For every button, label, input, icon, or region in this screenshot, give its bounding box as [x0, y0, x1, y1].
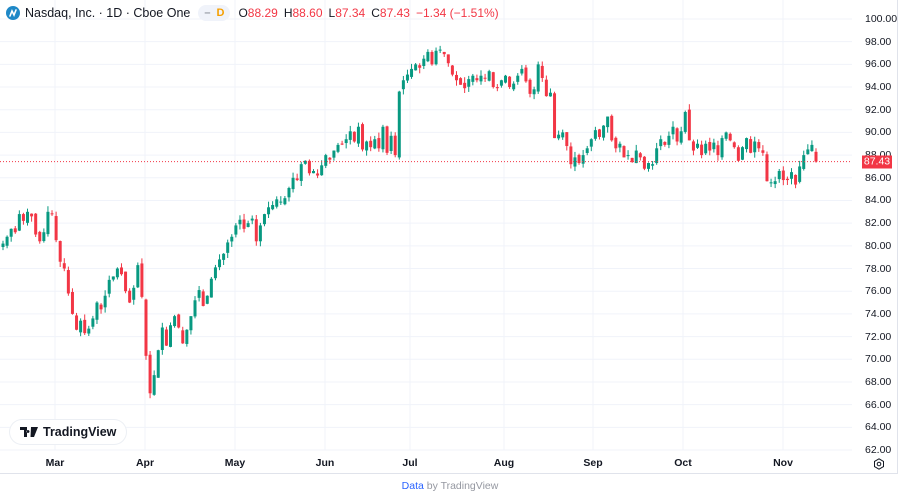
price-axis[interactable]: 100.0098.0096.0094.0092.0090.0088.0086.0…	[852, 0, 898, 474]
time-tick: Jul	[402, 457, 418, 469]
price-tick: 94.00	[865, 81, 892, 94]
price-tick: 90.00	[865, 126, 892, 139]
minus-icon: –	[204, 7, 211, 19]
time-tick: Nov	[773, 457, 793, 469]
tradingview-brand: TradingView	[43, 425, 117, 439]
low-value: L87.34	[328, 6, 366, 20]
close-value: C87.43	[371, 6, 410, 20]
time-tick: Jun	[315, 457, 335, 469]
price-tick: 64.00	[865, 421, 892, 434]
price-tick: 72.00	[865, 330, 892, 343]
settings-icon[interactable]	[873, 458, 885, 470]
price-tick: 80.00	[865, 239, 892, 252]
time-tick: Aug	[493, 457, 515, 469]
price-tick: 78.00	[865, 262, 892, 275]
price-tick: 92.00	[865, 103, 892, 116]
price-tick: 76.00	[865, 285, 892, 298]
price-tick: 62.00	[865, 444, 892, 456]
grid-lines	[0, 0, 852, 451]
last-price-label: 87.43	[862, 155, 892, 169]
change-value: −1.34 (−1.51%)	[415, 6, 499, 20]
price-tick: 66.00	[865, 398, 892, 411]
time-tick: Mar	[45, 457, 65, 469]
tradingview-watermark[interactable]: TradingView	[10, 420, 127, 444]
price-tick: 86.00	[865, 171, 892, 184]
nasdaq-logo-icon	[6, 6, 20, 20]
time-tick: Apr	[135, 457, 155, 469]
time-tick: Sep	[583, 457, 603, 469]
chart-legend: Nasdaq, Inc. · 1D · Cboe One – D O88.29 …	[6, 5, 499, 21]
footer: Data by TradingView	[0, 480, 900, 492]
ohlc-values: O88.29 H88.60 L87.34 C87.43 −1.34 (−1.51…	[238, 6, 498, 20]
price-tick: 74.00	[865, 307, 892, 320]
tradingview-logo-icon	[20, 427, 38, 437]
time-tick: Oct	[674, 457, 692, 469]
price-chart[interactable]	[0, 0, 852, 474]
data-link[interactable]: Data	[401, 480, 424, 492]
delayed-data-icon: D	[216, 7, 225, 19]
footer-text: by TradingView	[423, 480, 499, 492]
price-tick: 82.00	[865, 217, 892, 230]
high-value: H88.60	[283, 6, 323, 20]
market-status-badge[interactable]: – D	[198, 5, 231, 21]
open-value: O88.29	[238, 6, 278, 20]
price-tick: 68.00	[865, 375, 892, 388]
price-tick: 98.00	[865, 35, 892, 48]
price-tick: 84.00	[865, 194, 892, 207]
price-tick: 100.00	[865, 13, 898, 25]
price-tick: 96.00	[865, 58, 892, 71]
symbol-title[interactable]: Nasdaq, Inc. · 1D · Cboe One	[25, 6, 191, 20]
chart-frame	[0, 0, 898, 474]
time-tick: May	[224, 457, 246, 469]
price-tick: 70.00	[865, 353, 892, 366]
candlestick-series	[1, 45, 818, 399]
